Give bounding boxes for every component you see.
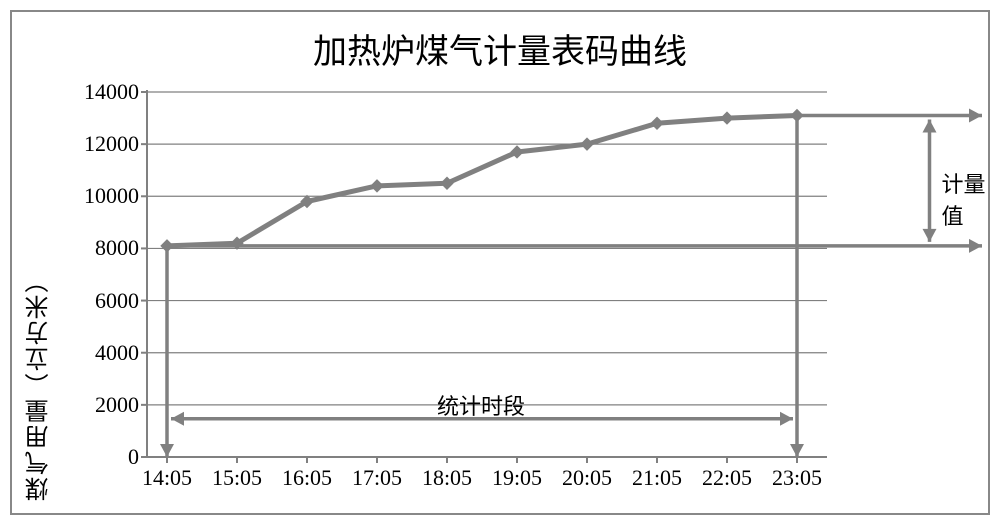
x-tick-label: 20:05 <box>551 465 623 491</box>
x-tick-label: 21:05 <box>621 465 693 491</box>
y-tick-label: 8000 <box>79 235 139 261</box>
x-tick-label: 14:05 <box>131 465 203 491</box>
chart-svg <box>12 12 988 513</box>
stats-period-label: 统计时段 <box>437 389 525 421</box>
chart-frame: 加热炉煤气计量表码曲线 煤气用量（立方米） 020004000600080001… <box>10 10 990 515</box>
x-tick-label: 15:05 <box>201 465 273 491</box>
y-tick-label: 14000 <box>79 79 139 105</box>
y-tick-label: 2000 <box>79 392 139 418</box>
x-tick-label: 23:05 <box>761 465 833 491</box>
y-tick-label: 10000 <box>79 183 139 209</box>
y-tick-label: 6000 <box>79 288 139 314</box>
y-tick-label: 0 <box>79 444 139 470</box>
y-tick-label: 12000 <box>79 131 139 157</box>
measurement-label: 计量值 <box>942 167 989 231</box>
x-tick-label: 17:05 <box>341 465 413 491</box>
x-tick-label: 18:05 <box>411 465 483 491</box>
x-tick-label: 16:05 <box>271 465 343 491</box>
x-tick-label: 22:05 <box>691 465 763 491</box>
y-tick-label: 4000 <box>79 340 139 366</box>
x-tick-label: 19:05 <box>481 465 553 491</box>
